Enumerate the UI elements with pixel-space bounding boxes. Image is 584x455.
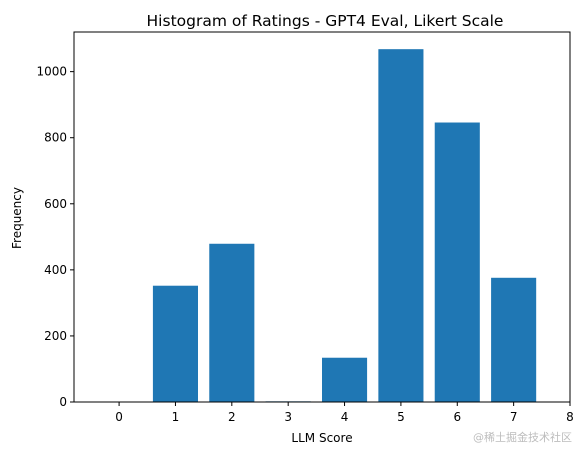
bar-7 <box>491 277 537 402</box>
bars-group <box>152 49 537 403</box>
bar-4 <box>322 357 368 402</box>
y-tick-label: 800 <box>44 131 67 145</box>
x-tick-label: 2 <box>228 410 236 424</box>
x-tick-label: 7 <box>510 410 518 424</box>
x-tick-label: 5 <box>397 410 405 424</box>
x-axis-ticks: 0 1 2 3 4 5 6 7 8 <box>115 402 574 424</box>
plot-frame <box>73 31 571 403</box>
chart-title: Histogram of Ratings - GPT4 Eval, Likert… <box>147 12 504 30</box>
y-tick-label: 200 <box>44 329 67 343</box>
bar-1 <box>152 285 198 402</box>
watermark: @稀土掘金技术社区 <box>473 431 572 444</box>
y-tick-label: 600 <box>44 197 67 211</box>
y-tick-label: 0 <box>59 395 67 409</box>
x-tick-label: 1 <box>172 410 180 424</box>
x-tick-label: 0 <box>115 410 123 424</box>
x-tick-label: 4 <box>341 410 349 424</box>
bar-2 <box>209 243 255 402</box>
x-tick-label: 3 <box>284 410 292 424</box>
bar-6 <box>434 122 480 403</box>
x-axis-label: LLM Score <box>291 431 352 445</box>
y-tick-label: 400 <box>44 263 67 277</box>
y-tick-label: 1000 <box>36 65 67 79</box>
x-tick-label: 6 <box>453 410 461 424</box>
bar-5 <box>378 49 424 403</box>
x-tick-label: 8 <box>566 410 574 424</box>
y-axis-ticks: 0 200 400 600 800 1000 <box>36 65 74 409</box>
y-axis-label: Frequency <box>10 187 24 249</box>
